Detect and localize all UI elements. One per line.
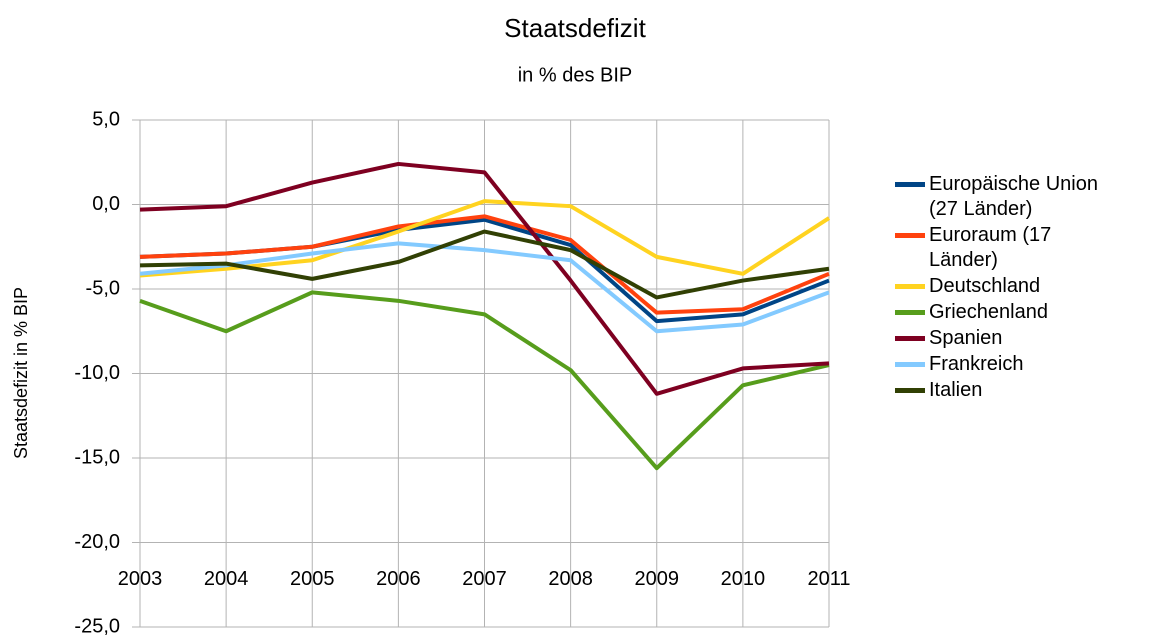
legend-label: Griechenland <box>929 301 1048 323</box>
x-tick-label: 2009 <box>635 568 680 590</box>
legend-item: Europäische Union (27 Länder) <box>895 172 1125 222</box>
x-tick-label: 2007 <box>462 568 507 590</box>
y-tick-label: -5,0 <box>86 277 120 299</box>
legend-item: Griechenland <box>895 300 1125 325</box>
y-axis-label: Staatsdefizit in % BIP <box>11 287 31 459</box>
x-tick-label: 2005 <box>290 568 335 590</box>
x-tick-label: 2008 <box>548 568 593 590</box>
legend-swatch <box>895 336 925 341</box>
series-line <box>139 214 830 315</box>
legend-item: Euroraum (17 Länder) <box>895 223 1125 273</box>
legend-label: Euroraum (17 Länder) <box>929 224 1052 271</box>
legend-label: Frankreich <box>929 353 1024 375</box>
legend-label: Europäische Union (27 Länder) <box>929 173 1098 220</box>
chart-subtitle: in % des BIP <box>518 64 633 86</box>
legend-item: Spanien <box>895 326 1125 351</box>
legend-swatch <box>895 362 925 367</box>
x-tick-label: 2003 <box>118 568 163 590</box>
legend-swatch <box>895 233 925 238</box>
y-tick-label: -15,0 <box>74 446 120 468</box>
series-line <box>139 241 830 334</box>
y-tick-label: -10,0 <box>74 362 120 384</box>
y-tick-label: 5,0 <box>92 108 120 130</box>
x-tick-label: 2006 <box>376 568 421 590</box>
series-line <box>139 199 831 278</box>
chart-title: Staatsdefizit <box>504 13 646 43</box>
legend-label: Spanien <box>929 327 1003 349</box>
legend-swatch <box>895 388 925 393</box>
y-tick-label: 0,0 <box>92 193 120 215</box>
x-tick-label: 2004 <box>204 568 249 590</box>
legend-item: Deutschland <box>895 274 1125 299</box>
x-tick-label: 2011 <box>807 568 850 590</box>
legend-swatch <box>895 310 925 315</box>
legend-item: Italien <box>895 378 1125 403</box>
legend-label: Italien <box>929 379 983 401</box>
legend-swatch <box>895 284 925 289</box>
legend: Europäische Union (27 Länder) Euroraum (1… <box>895 172 1125 404</box>
y-tick-label: -20,0 <box>74 531 120 553</box>
series-line <box>139 229 830 300</box>
legend-label: Deutschland <box>929 275 1041 297</box>
legend-swatch <box>895 182 925 187</box>
x-tick-label: 2010 <box>721 568 766 590</box>
series-line <box>139 161 830 396</box>
y-tick-label: -25,0 <box>74 615 120 637</box>
legend-item: Frankreich <box>895 352 1125 377</box>
series-line <box>139 290 830 471</box>
